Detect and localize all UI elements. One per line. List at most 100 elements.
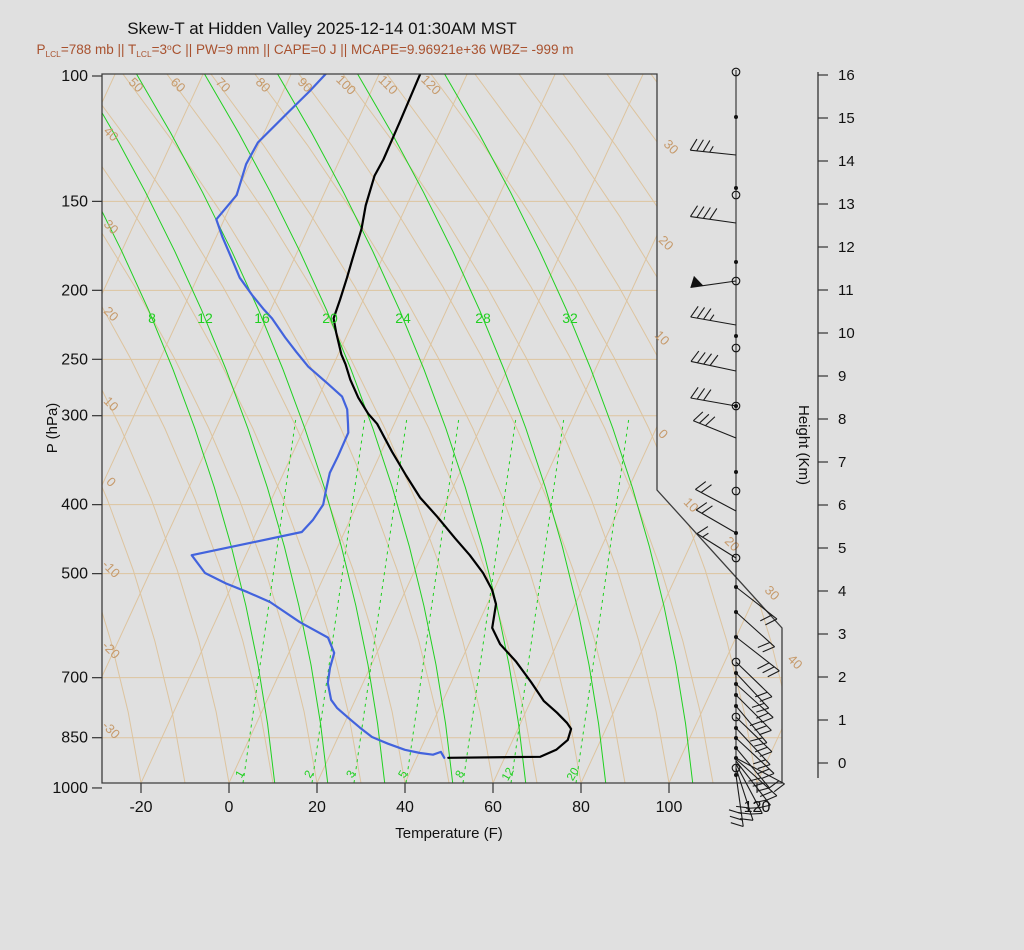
dry-adiabat-line <box>102 74 362 783</box>
wind-barb-shaft <box>735 683 774 718</box>
wind-level-dot <box>734 334 738 338</box>
wind-barb-tick <box>760 614 773 622</box>
dry-adiabat-label-top: 50 <box>126 74 147 95</box>
height-tick-label: 12 <box>838 239 855 256</box>
wind-barb-tick <box>696 526 709 535</box>
moist-adiabat-line <box>444 74 694 783</box>
wind-barb-halftick <box>702 532 709 538</box>
dry-adiabat-line <box>102 74 406 783</box>
wind-level-circle <box>731 190 741 200</box>
temperature-axis-title: Temperature (F) <box>395 825 503 842</box>
subtitle-segment: =788 mb || T <box>60 42 137 58</box>
gridline-label-right: 10 <box>652 327 673 348</box>
wind-level-circle <box>731 343 741 353</box>
wind-barb-tick <box>748 777 762 782</box>
wind-barb-tick <box>703 389 712 401</box>
wind-barb-shaft <box>735 774 744 827</box>
subtitle-segment: LCL <box>45 49 61 60</box>
wind-barb-tick <box>696 307 706 319</box>
wind-barb-shaft <box>735 767 754 821</box>
temperature-tick-label: 100 <box>656 799 683 816</box>
wind-barb-tick <box>754 742 767 747</box>
wind-level-circle <box>731 657 741 667</box>
wind-level-dot <box>734 610 738 614</box>
wind-level-circle <box>731 276 741 286</box>
mixing-ratio-label: 1 <box>234 769 248 781</box>
moist-adiabat-line <box>204 74 454 783</box>
dry-adiabat-label-left: -20 <box>99 638 123 662</box>
wind-level-dot <box>734 693 738 697</box>
temperature-tick-label: -20 <box>129 799 152 816</box>
wind-barb-tick <box>689 138 698 151</box>
temperature-tick-label: 20 <box>308 799 326 816</box>
wind-level-dot <box>734 115 738 119</box>
dry-adiabat-line <box>102 74 230 783</box>
wind-level-circle <box>731 401 741 411</box>
height-tick-label: 10 <box>838 325 855 342</box>
height-tick-label: 11 <box>838 282 854 299</box>
dry-adiabat-line <box>386 74 714 783</box>
moist-adiabat-line <box>102 74 329 783</box>
isotherm-line <box>140 74 468 783</box>
wind-barb-tick <box>703 353 712 365</box>
isotherm-line <box>228 74 556 783</box>
mixing-ratio-line <box>311 419 366 783</box>
wind-level-dot <box>734 186 738 190</box>
dry-adiabat-label-top: 80 <box>253 74 274 95</box>
mixing-ratio-line <box>575 419 630 783</box>
dry-adiabat-line <box>254 74 582 783</box>
wind-barb-shaft <box>696 533 737 559</box>
subtitle-segment: C || PW=9 mm || CAPE=0 J || MCAPE=9.9692… <box>171 42 574 58</box>
wind-barb-tick <box>699 413 710 424</box>
wind-barb-tick <box>736 805 750 809</box>
wind-level-dot <box>734 704 738 708</box>
wind-barb-tick <box>696 352 706 364</box>
wind-level-circle <box>731 553 741 563</box>
wind-barb-tick <box>690 306 699 318</box>
temperature-tick-label: 80 <box>572 799 590 816</box>
moist-adiabat-label: 12 <box>197 310 213 326</box>
height-tick-label: 0 <box>838 755 846 772</box>
isotherm-line <box>316 74 644 783</box>
isotherm-line <box>492 74 782 783</box>
wind-level-circle <box>731 712 741 722</box>
moist-adiabat-label: 32 <box>562 310 578 326</box>
wind-barb-pennant <box>690 275 704 288</box>
wind-barb-tick <box>749 737 763 742</box>
wind-barb-tick <box>690 350 700 362</box>
dry-adiabat-line <box>298 74 626 783</box>
wind-barb-tick <box>702 140 711 152</box>
pressure-tick-label: 850 <box>61 730 88 747</box>
height-tick-label: 16 <box>838 67 855 84</box>
dry-adiabat-line <box>102 74 142 783</box>
wind-level-circle <box>731 763 741 773</box>
dry-adiabat-line <box>474 74 782 783</box>
wind-barb-tick <box>757 804 771 809</box>
wind-level-dot <box>734 404 738 408</box>
height-tick-label: 8 <box>838 411 846 428</box>
wind-barb-tick <box>690 387 699 399</box>
wind-level-dot <box>734 531 738 535</box>
wind-barb-tick <box>709 354 719 366</box>
height-tick-label: 2 <box>838 669 846 686</box>
wind-barb-tick <box>767 670 780 678</box>
subtitle-segment: o <box>167 42 172 52</box>
wind-barb-shaft <box>735 763 763 814</box>
pressure-tick-label: 300 <box>61 408 88 425</box>
mixing-ratio-label: 8 <box>454 769 468 781</box>
wind-barb-tick <box>703 308 712 320</box>
mixing-ratio-line <box>510 419 565 783</box>
moist-adiabat-label: 24 <box>395 310 411 326</box>
pressure-tick-label: 1000 <box>52 780 88 797</box>
temperature-tick-label: 40 <box>396 799 414 816</box>
dry-adiabat-line <box>102 74 186 783</box>
wind-barb-halftick <box>709 145 714 153</box>
plot-border <box>101 73 783 784</box>
wind-level-dot <box>734 726 738 730</box>
wind-barb-tick <box>773 783 785 793</box>
height-tick-label: 4 <box>838 583 846 600</box>
wind-barb-tick <box>751 702 765 708</box>
wind-barb-halftick <box>709 314 715 321</box>
